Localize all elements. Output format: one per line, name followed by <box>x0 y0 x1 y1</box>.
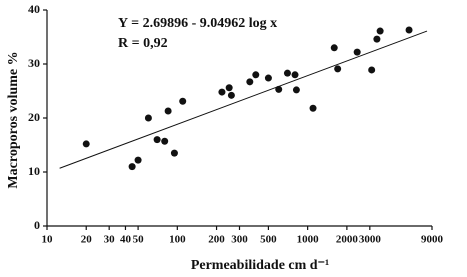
x-tick-label: 9000 <box>421 234 444 246</box>
data-point <box>134 156 142 164</box>
y-tick-label: 20 <box>28 110 40 124</box>
x-tick-label: 50 <box>133 234 145 246</box>
data-point <box>291 71 299 79</box>
x-tick-label: 2000 <box>336 234 359 246</box>
data-point <box>275 85 283 93</box>
data-point <box>82 140 90 148</box>
x-tick-label: 500 <box>260 234 277 246</box>
x-tick-label: 1000 <box>297 234 320 246</box>
data-point <box>264 74 272 82</box>
y-axis-label: Macroporos volume % <box>6 51 21 188</box>
data-point <box>252 71 260 79</box>
regression-line <box>59 30 428 169</box>
x-tick-label: 10 <box>42 234 54 246</box>
data-point <box>373 35 381 43</box>
data-point <box>179 97 187 105</box>
data-point <box>368 66 376 74</box>
data-point <box>153 136 161 144</box>
data-point <box>309 104 317 112</box>
data-point <box>225 84 233 92</box>
x-axis-label: Permeabilidade cm d⁻¹ <box>191 258 329 273</box>
data-point <box>246 78 254 86</box>
y-tick-label: 40 <box>28 2 40 16</box>
data-point <box>227 91 235 99</box>
y-tick-label: 0 <box>34 218 40 232</box>
r-value: R = 0,92 <box>118 36 168 51</box>
x-tick-label: 200 <box>208 234 225 246</box>
data-point <box>170 149 178 157</box>
equation: Y = 2.69896 - 9.04962 log x <box>118 16 277 31</box>
y-tick-label: 10 <box>28 164 40 178</box>
data-point <box>164 107 172 115</box>
x-tick-label: 20 <box>81 234 93 246</box>
data-point <box>292 86 300 94</box>
data-point <box>283 69 291 77</box>
x-tick-label: 30 <box>104 234 116 246</box>
axes <box>46 10 432 227</box>
data-point <box>161 137 169 145</box>
data-point <box>405 26 413 34</box>
data-point <box>128 163 136 171</box>
data-point <box>218 88 226 96</box>
x-tick-label: 300 <box>231 234 248 246</box>
x-tick-label: 40 <box>120 234 132 246</box>
data-point <box>330 44 338 52</box>
y-tick-label: 30 <box>28 56 40 70</box>
data-point <box>376 27 384 35</box>
data-point <box>334 65 342 73</box>
data-point <box>353 48 361 56</box>
x-tick-label: 3000 <box>359 234 382 246</box>
data-point <box>144 114 152 122</box>
x-tick-label: 100 <box>169 234 186 246</box>
